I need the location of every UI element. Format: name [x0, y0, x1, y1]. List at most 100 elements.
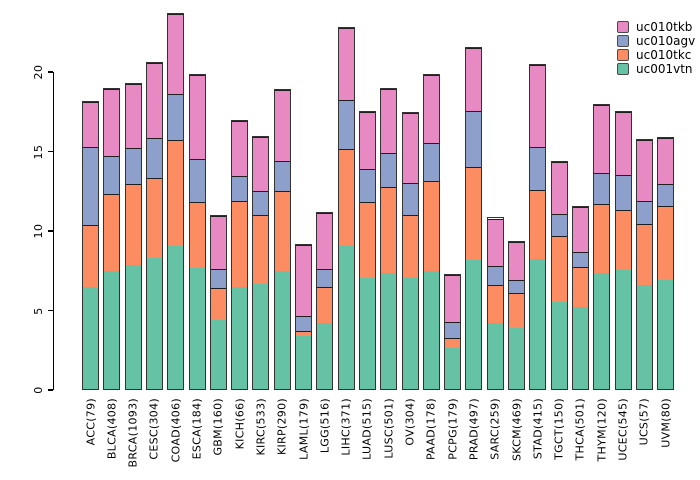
legend-swatch-icon: [617, 49, 629, 61]
bar-segment-uc010agv: [658, 183, 674, 206]
bar-segment-uc010agv: [125, 147, 141, 184]
bar-segment-uc001vtn: [359, 278, 375, 389]
y-axis-tick-label: 15: [32, 144, 45, 159]
x-axis-label: BRCA(1093): [126, 398, 140, 468]
bar: [167, 13, 185, 390]
bar-segment-uc010tkb: [572, 206, 588, 252]
bar-segment-uc010tkc: [615, 209, 631, 271]
x-axis-label: CESC(304): [147, 398, 161, 460]
x-axis-label: UVM(80): [659, 398, 673, 448]
bar: [657, 137, 675, 390]
bar: [316, 211, 334, 390]
bar-segment-uc010agv: [381, 153, 397, 188]
bar-segment-uc010tkc: [594, 203, 610, 273]
bar-segment-uc010tkb: [317, 212, 333, 269]
x-axis-label: LIHC(371): [339, 398, 353, 456]
legend-swatch-icon: [617, 35, 629, 47]
bar-segment-uc010tkc: [232, 200, 248, 287]
bar-segment-uc010agv: [104, 155, 120, 195]
x-axis-label: LAML(179): [297, 398, 310, 460]
x-axis-label: PAAD(178): [424, 398, 438, 461]
y-axis-tick-label: 10: [32, 223, 45, 239]
bar-segment-uc001vtn: [445, 347, 461, 389]
bar-segment-uc010tkc: [530, 189, 546, 260]
bar: [571, 205, 589, 390]
bar: [529, 64, 547, 390]
bar-segment-uc010agv: [168, 94, 184, 141]
bar-segment-uc010tkc: [402, 214, 418, 279]
bar-segment-uc010agv: [232, 176, 248, 201]
bar-segment-uc010tkc: [189, 201, 205, 268]
y-axis-tick: [48, 150, 53, 153]
bar-segment-uc010tkc: [658, 205, 674, 280]
bar: [635, 138, 653, 390]
bar-segment-uc010tkc: [381, 187, 397, 273]
bar-segment-uc010tkb: [381, 88, 397, 154]
bar-segment-uc010tkc: [636, 223, 652, 286]
x-axis-label: ESCA(184): [190, 398, 204, 460]
x-axis-label: GBM(160): [211, 398, 225, 456]
bar-segment-uc010agv: [402, 183, 418, 215]
x-axis-label: THYM(120): [595, 398, 609, 462]
bar: [188, 73, 206, 390]
bar-segment-uc010agv: [445, 322, 461, 338]
bar-segment-uc010tkc: [338, 148, 354, 247]
bar-segment-uc001vtn: [530, 259, 546, 389]
legend-label: uc010tkc: [636, 48, 692, 62]
bar-segment-uc010tkc: [296, 331, 311, 337]
bar-segment-uc001vtn: [253, 283, 269, 389]
bar: [401, 111, 419, 390]
x-axis-label: UCEC(545): [616, 398, 630, 461]
y-axis-tick: [48, 230, 53, 232]
bar-segment-uc010tkb: [487, 218, 503, 266]
bar-segment-uc010tkb: [359, 111, 375, 170]
bar-segment-uc010tkb: [125, 84, 141, 148]
x-axis-label: LUAD(515): [360, 398, 374, 460]
bar-segment-uc001vtn: [83, 287, 98, 389]
bar-segment-uc010tkc: [445, 337, 461, 348]
y-axis-line: [53, 72, 55, 390]
bar: [593, 103, 611, 390]
legend-label: uc010tkb: [636, 20, 693, 34]
bar-segment-uc001vtn: [615, 270, 631, 389]
bar-segment-uc010tkb: [296, 244, 311, 317]
bar: [295, 243, 312, 390]
bar-segment-uc010tkb: [509, 241, 524, 281]
legend-item: uc001vtn: [617, 63, 695, 75]
bar-segment-uc001vtn: [572, 307, 588, 389]
bar-segment-uc001vtn: [402, 278, 418, 389]
bar-segment-uc010tkc: [210, 287, 226, 321]
x-axis-label: TGCT(150): [552, 398, 566, 460]
bar: [145, 61, 163, 390]
bar-segment-uc010agv: [210, 268, 226, 288]
bar-segment-uc001vtn: [146, 258, 162, 389]
bar-segment-uc010agv: [509, 280, 524, 293]
bar-segment-uc001vtn: [125, 265, 141, 389]
bar-segment-uc010agv: [594, 172, 610, 204]
x-axis-label: OV(304): [403, 398, 417, 446]
bar-segment-uc010agv: [530, 147, 546, 190]
x-axis-label: SKCM(469): [510, 398, 523, 462]
bar: [380, 87, 398, 390]
x-axis-label: KICH(66): [233, 398, 247, 450]
bar-segment-uc001vtn: [338, 246, 354, 389]
x-axis-label: KIRP(290): [275, 398, 289, 456]
bar-segment-uc001vtn: [274, 270, 290, 389]
bar-segment-uc010agv: [317, 268, 333, 287]
bar: [358, 110, 376, 390]
bar-segment-uc001vtn: [381, 272, 397, 389]
bar-segment-uc001vtn: [232, 286, 248, 389]
bar-segment-uc001vtn: [658, 279, 674, 389]
bar-segment-uc010agv: [338, 100, 354, 149]
x-axis-label: UCS(57): [637, 398, 651, 446]
legend-label: uc001vtn: [636, 62, 693, 76]
bar-segment-uc010tkb: [104, 88, 120, 156]
bar-segment-uc010tkc: [274, 190, 290, 271]
bar-segment-uc010agv: [189, 159, 205, 202]
y-axis-tick-label: 0: [32, 386, 45, 394]
legend-swatch-icon: [617, 21, 629, 33]
y-axis-tick-label: 20: [32, 64, 45, 80]
bar-segment-uc010agv: [146, 138, 162, 179]
bar: [465, 46, 483, 390]
